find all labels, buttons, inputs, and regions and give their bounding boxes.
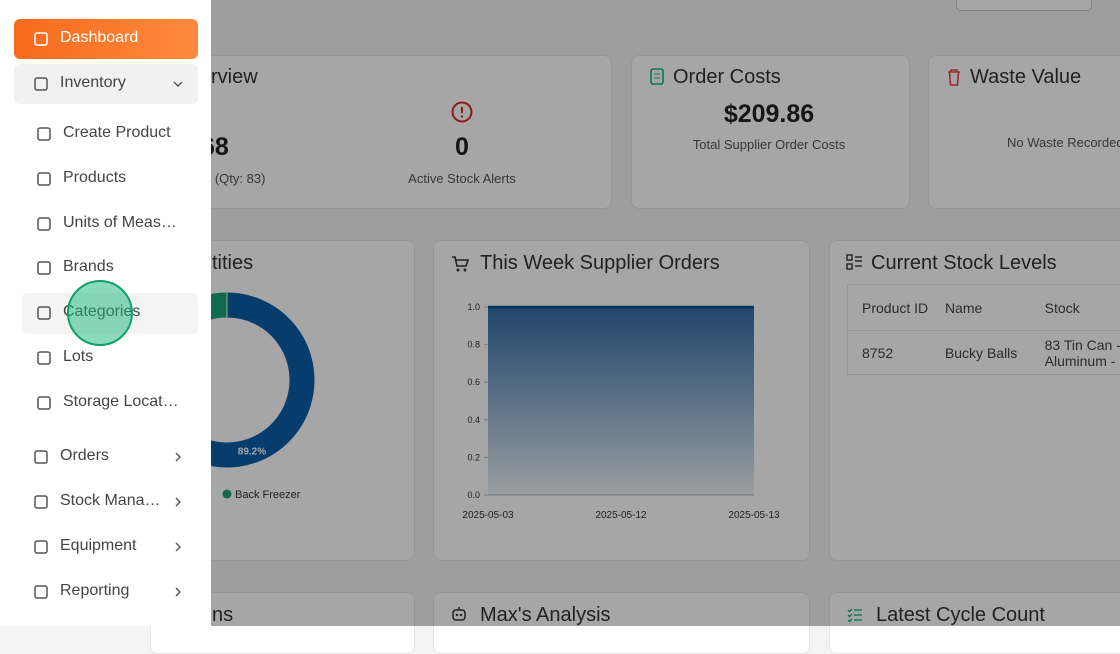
nav-item[interactable]: Orders (60, 447, 109, 465)
chevron-shape (176, 453, 180, 461)
nav-subitem[interactable]: Storage Locat… (63, 393, 179, 411)
chevron (173, 452, 183, 462)
chevron-shape (174, 82, 182, 86)
nav-icon (32, 538, 50, 556)
icon-shape (38, 352, 50, 364)
nav-item[interactable]: Inventory (60, 74, 126, 92)
nav-subitem[interactable]: Brands (63, 258, 114, 276)
icon-shape (35, 78, 47, 90)
chevron (173, 587, 183, 597)
nav-subitem[interactable]: Units of Meas… (63, 214, 177, 232)
nav-item[interactable]: Reporting (60, 582, 129, 600)
icon-shape (35, 451, 47, 463)
chevron-shape (176, 543, 180, 551)
icon-shape (38, 218, 50, 230)
nav-icon (32, 493, 50, 511)
cursor-indicator (67, 280, 133, 346)
icon-shape (38, 262, 50, 274)
nav-subitem[interactable]: Create Product (63, 124, 171, 142)
nav-icon (35, 304, 53, 322)
nav-icon (35, 394, 53, 412)
chevron-shape (176, 588, 180, 596)
nav-subitem[interactable]: Lots (63, 348, 93, 366)
nav-icon (32, 30, 50, 48)
nav-icon (35, 125, 53, 143)
icon-shape (35, 496, 47, 508)
icon-shape (35, 541, 47, 553)
icon-shape (35, 33, 47, 45)
nav-icon (35, 170, 53, 188)
page: rview 68 e (Qty: 83) 0 Active Stock Aler… (0, 0, 1120, 626)
nav-item[interactable]: Equipment (60, 537, 137, 555)
icon-shape (38, 397, 50, 409)
icon-shape (38, 128, 50, 140)
icon-shape (35, 586, 47, 598)
nav-item[interactable]: Dashboard (60, 29, 138, 47)
chevron (173, 497, 183, 507)
icon-shape (38, 173, 50, 185)
chevron (173, 542, 183, 552)
nav-icon (32, 448, 50, 466)
nav-item[interactable]: Stock Mana… (60, 492, 160, 510)
nav-icon (35, 215, 53, 233)
chevron-shape (176, 498, 180, 506)
icon-shape (38, 307, 50, 319)
nav-subitem[interactable]: Products (63, 169, 126, 187)
nav-icon (35, 349, 53, 367)
chevron (173, 79, 183, 89)
nav-icon (32, 75, 50, 93)
nav-icon (35, 259, 53, 277)
nav-icon (32, 583, 50, 601)
